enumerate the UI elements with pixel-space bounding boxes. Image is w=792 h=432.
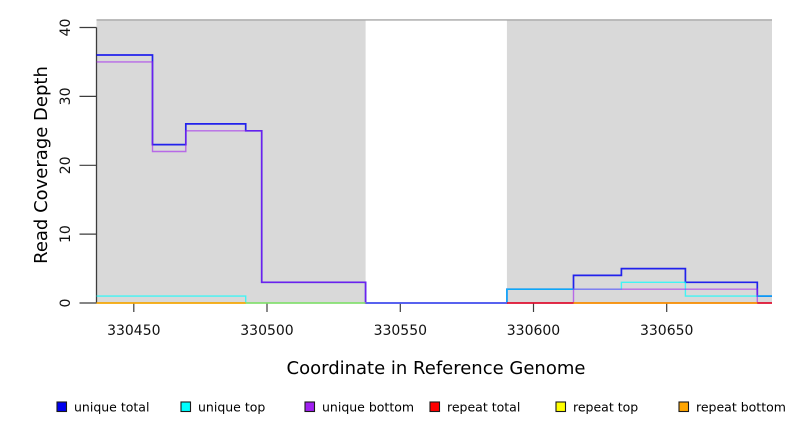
y-tick-label: 40 [58, 19, 74, 37]
legend-label: unique total [74, 400, 149, 415]
shaded-region [506, 19, 772, 304]
legend-swatch-repeat-bottom [678, 401, 690, 413]
y-tick-label: 0 [58, 299, 74, 308]
x-tick-label: 330650 [640, 323, 693, 339]
x-axis-title: Coordinate in Reference Genome [286, 358, 586, 379]
y-tick-label: 10 [58, 225, 74, 243]
legend-swatch-unique-top [180, 401, 192, 413]
x-tick-label: 330450 [107, 323, 160, 339]
y-tick-label: 20 [58, 156, 74, 174]
legend-label: unique top [198, 400, 265, 415]
legend-swatch-unique-bottom [304, 401, 316, 413]
legend-swatch-repeat-total [429, 401, 441, 413]
legend-label: repeat total [447, 400, 520, 415]
legend-swatch-repeat-top [555, 401, 567, 413]
x-tick-label: 330500 [240, 323, 293, 339]
x-tick-label: 330600 [507, 323, 560, 339]
legend-swatch-unique-total [56, 401, 68, 413]
series-line-unique-bottom [96, 61, 772, 304]
shaded-region [96, 19, 366, 304]
legend-label: unique bottom [322, 400, 414, 415]
x-tick-label: 330550 [374, 323, 427, 339]
y-tick-label: 30 [58, 87, 74, 105]
y-axis-title: Read Coverage Depth [31, 66, 52, 264]
legend-label: repeat bottom [696, 400, 786, 415]
legend-label: repeat top [573, 400, 638, 415]
